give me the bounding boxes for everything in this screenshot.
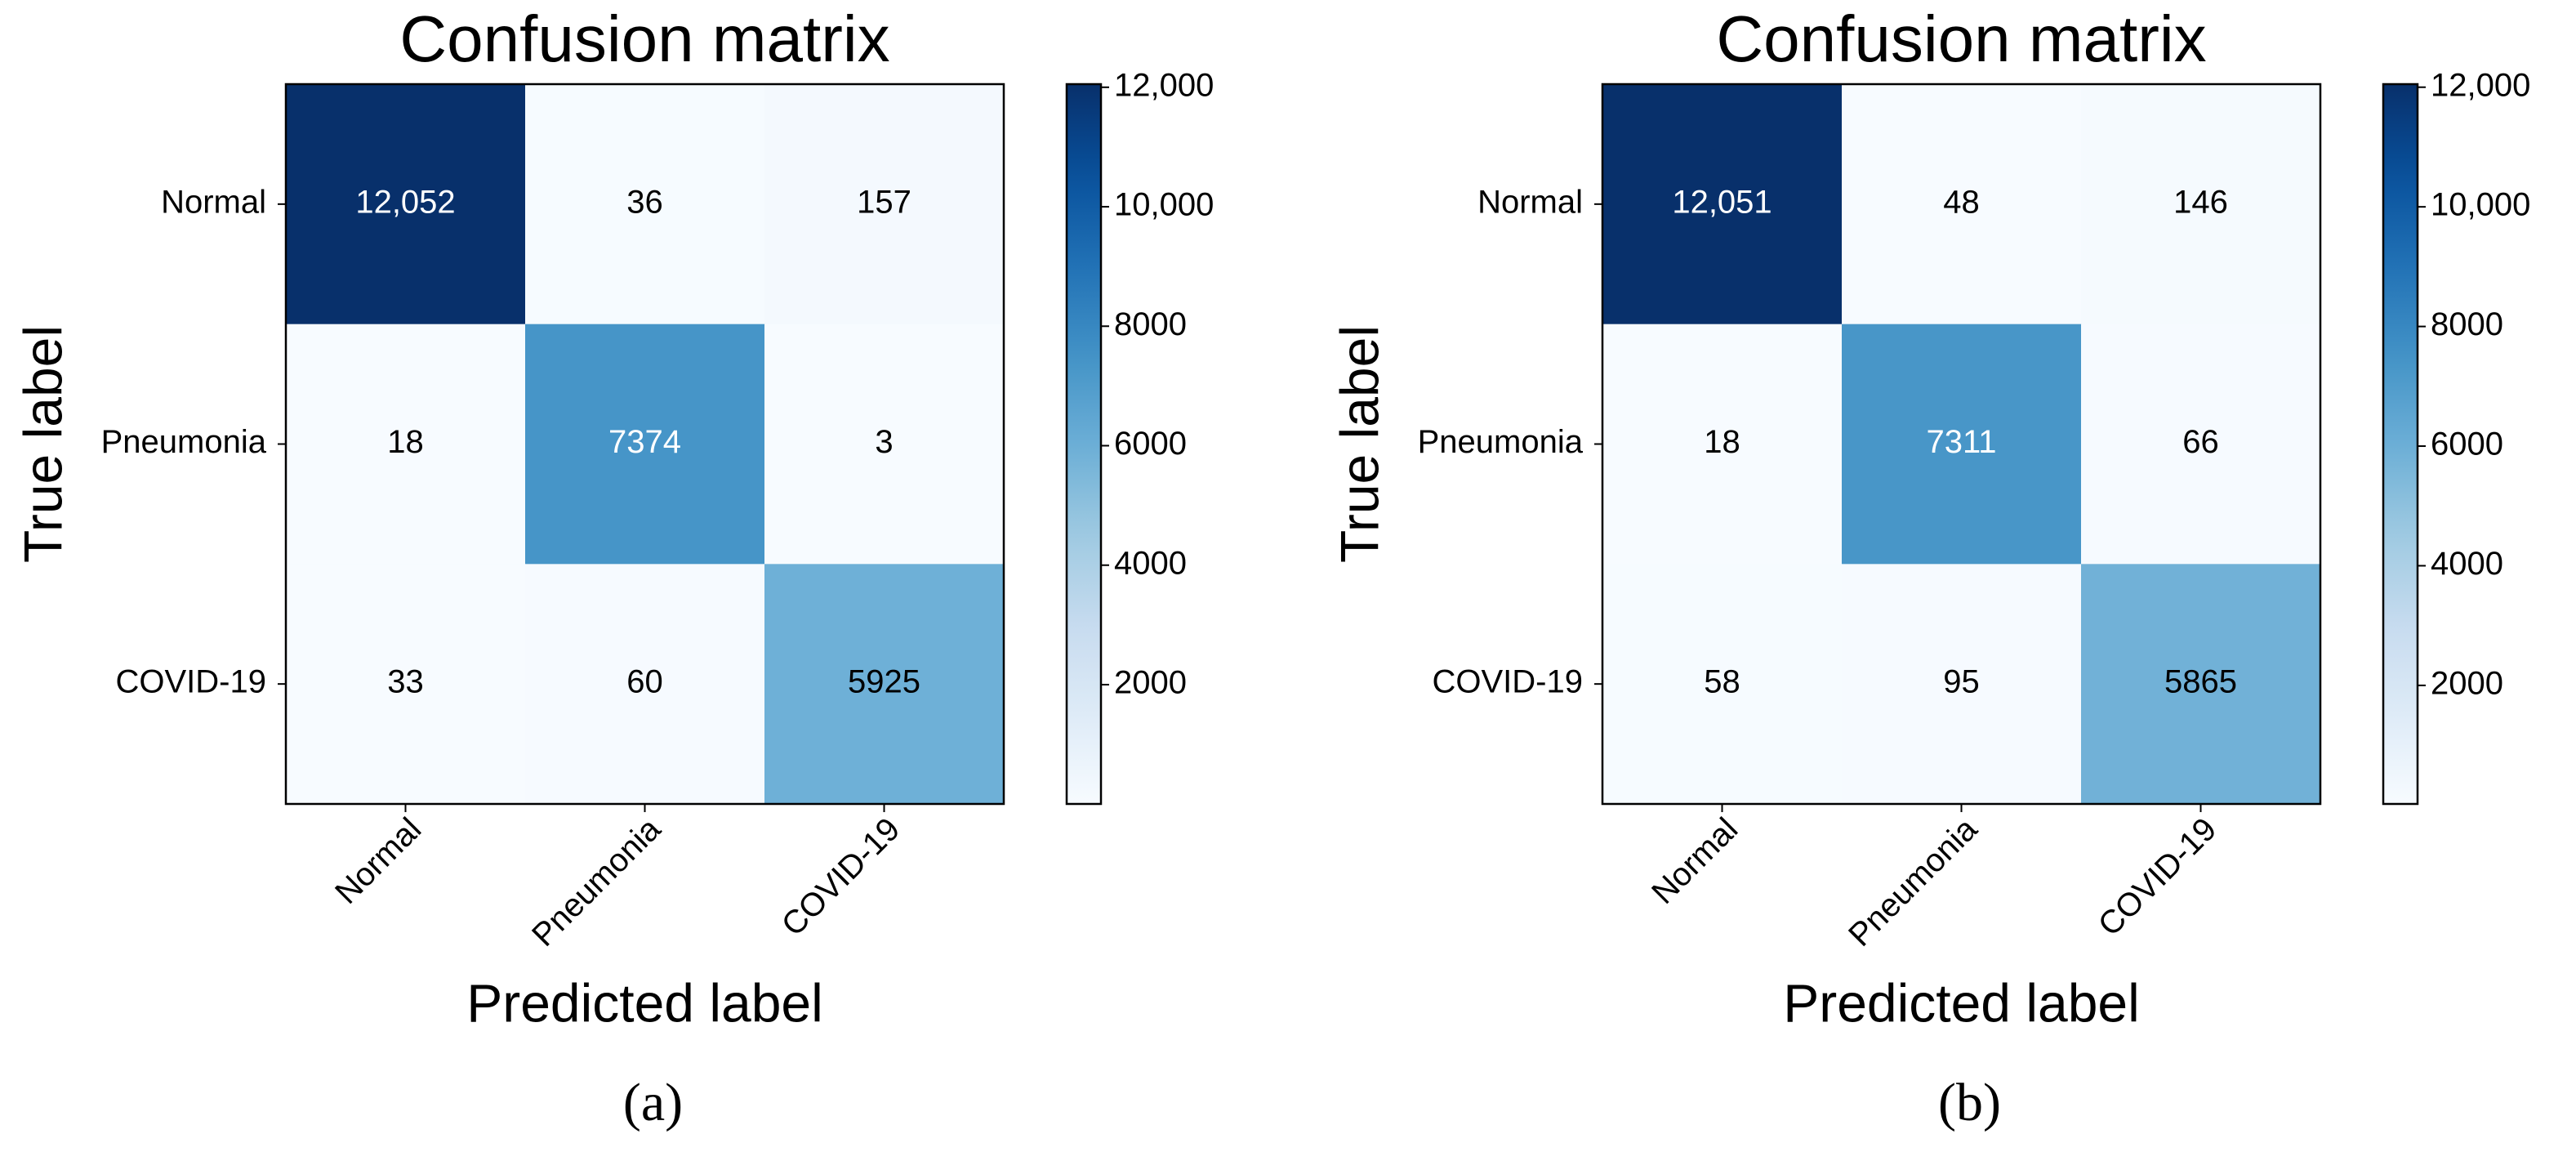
cell-label: 5865 — [2164, 664, 2237, 700]
chart-title: Confusion matrix — [399, 2, 889, 75]
x-tick-label: Pneumonia — [1842, 810, 1985, 953]
x-tick-label: Normal — [1645, 811, 1745, 911]
caption: (a) — [623, 1073, 683, 1132]
colorbar-tick-label: 2000 — [1114, 665, 1187, 701]
cell-label: 66 — [2182, 424, 2219, 460]
cell — [764, 564, 1005, 805]
y-axis-label: True label — [12, 325, 73, 563]
cell — [2081, 84, 2321, 325]
confusion-matrix: 12,051 48 146 18 7311 66 58 95 5865 Normal Pneumon… — [1329, 2, 2530, 1132]
colorbar — [2382, 83, 2419, 806]
x-axis-label: Predicted label — [466, 972, 823, 1033]
cell-label: 18 — [1704, 424, 1740, 460]
cell-label: 146 — [2173, 184, 2228, 220]
caption: (b) — [1938, 1073, 2001, 1132]
cell — [1602, 564, 1843, 805]
cell — [2081, 324, 2321, 565]
cell-label: 33 — [387, 664, 424, 700]
colorbar-tick-label: 10,000 — [1114, 187, 1214, 223]
y-tick-label: Normal — [161, 184, 266, 220]
cell-label: 18 — [387, 424, 424, 460]
cell-label: 3 — [875, 424, 893, 460]
cell-label: 95 — [1943, 664, 1980, 700]
x-tick-label: COVID-19 — [2092, 811, 2224, 944]
y-tick-label: Pneumonia — [101, 424, 267, 460]
colorbar-tick-label: 2000 — [2431, 665, 2503, 701]
cell — [286, 564, 526, 805]
cell-label: 12,051 — [1672, 184, 1772, 220]
cell-label: 5925 — [848, 664, 920, 700]
cell-label: 48 — [1943, 184, 1980, 220]
cell — [525, 84, 765, 325]
cell — [1842, 324, 2082, 565]
cell-label: 60 — [626, 664, 663, 700]
y-tick-label: Normal — [1477, 184, 1583, 220]
cell — [1842, 84, 2082, 325]
cell — [525, 324, 765, 565]
cell — [764, 324, 1005, 565]
colorbar — [1065, 83, 1103, 806]
cell — [525, 564, 765, 805]
cell — [286, 84, 526, 325]
cell — [1842, 564, 2082, 805]
y-tick-label: Pneumonia — [1418, 424, 1584, 460]
cell-label: 7311 — [1926, 424, 1996, 460]
cell — [764, 84, 1005, 325]
cell — [1602, 324, 1843, 565]
colorbar-tick-label: 4000 — [2431, 546, 2503, 582]
x-tick-label: Pneumonia — [525, 810, 668, 953]
colorbar-tick-label: 12,000 — [2431, 67, 2530, 103]
y-axis-label: True label — [1329, 325, 1389, 563]
cell — [286, 324, 526, 565]
colorbar-tick-label: 8000 — [2431, 306, 2503, 342]
colorbar-tick-label: 8000 — [1114, 306, 1187, 342]
y-tick-label: COVID-19 — [1433, 664, 1584, 700]
cell-label: 12,052 — [355, 184, 455, 220]
x-tick-label: COVID-19 — [775, 811, 907, 944]
x-axis-label: Predicted label — [1783, 972, 2140, 1033]
chart-title: Confusion matrix — [1716, 2, 2206, 75]
cell-label: 36 — [626, 184, 663, 220]
cell — [1602, 84, 1843, 325]
cell-label: 157 — [857, 184, 911, 220]
colorbar-tick-label: 10,000 — [2431, 187, 2530, 223]
colorbar-tick-label: 6000 — [1114, 426, 1187, 462]
y-tick-label: COVID-19 — [116, 664, 267, 700]
colorbar-tick-label: 12,000 — [1114, 67, 1214, 103]
colorbar-tick-label: 6000 — [2431, 426, 2503, 462]
x-tick-label: Normal — [328, 811, 428, 911]
cell-label: 58 — [1704, 664, 1740, 700]
cell-label: 7374 — [608, 424, 681, 460]
cell — [2081, 564, 2321, 805]
colorbar-tick-label: 4000 — [1114, 545, 1187, 581]
